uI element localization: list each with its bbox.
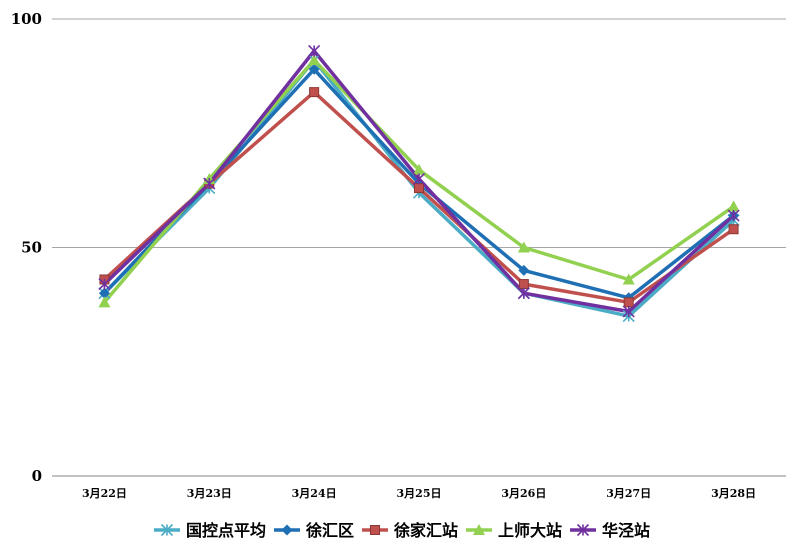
legend-marker	[576, 523, 590, 537]
legend-item-4: 华泾站	[570, 521, 650, 540]
y-tick-label: 100	[11, 10, 42, 28]
legend-item-0: 国控点平均	[154, 521, 266, 540]
x-tick-label: 3月28日	[711, 487, 756, 500]
legend-item-2: 徐家汇站	[362, 521, 458, 540]
data-point-4-6	[727, 209, 740, 222]
data-point-2-6	[728, 224, 739, 235]
x-tick-label: 3月25日	[397, 487, 442, 500]
legend-label: 华泾站	[602, 521, 650, 540]
legend-marker	[160, 523, 174, 537]
x-tick-label: 3月23日	[187, 487, 232, 500]
legend-item-1: 徐汇区	[274, 521, 354, 540]
y-tick-label: 50	[21, 239, 42, 257]
data-point-2-5	[623, 297, 634, 308]
data-point-4-3	[412, 172, 426, 186]
data-point-1-4	[518, 264, 530, 276]
x-tick-label: 3月26日	[501, 487, 546, 500]
data-point-3-6	[727, 200, 740, 212]
y-axis-tick-labels: 0 50 100	[11, 10, 42, 485]
data-point-2-4	[518, 279, 529, 290]
legend-label: 上师大站	[498, 521, 562, 540]
legend-item-3: 上师大站	[466, 521, 562, 540]
legend-label: 国控点平均	[186, 521, 266, 540]
data-point-2-2	[309, 87, 320, 98]
data-point-4-0	[98, 277, 111, 291]
data-point-3-3	[413, 163, 425, 175]
data-point-3-4	[517, 241, 530, 253]
data-point-1-0	[98, 287, 110, 299]
gridlines	[52, 18, 786, 477]
data-point-3-0	[98, 296, 111, 308]
x-tick-label: 3月24日	[292, 487, 337, 500]
x-tick-label: 3月22日	[82, 487, 127, 500]
y-tick-label: 0	[32, 467, 42, 485]
x-tick-label: 3月27日	[606, 487, 651, 500]
data-point-4-1	[203, 177, 216, 190]
series-markers	[98, 44, 740, 323]
data-point-1-2	[308, 63, 320, 75]
x-axis-tick-labels: 3月22日 3月23日 3月24日 3月25日 3月26日 3月27日 3月28日	[82, 487, 756, 500]
legend-marker	[281, 524, 293, 536]
data-point-3-2	[308, 54, 321, 66]
data-point-4-4	[517, 287, 530, 300]
data-point-4-2	[308, 44, 321, 58]
data-point-3-5	[622, 273, 635, 285]
data-point-4-5	[622, 305, 635, 318]
legend-marker	[370, 525, 380, 535]
legend-label: 徐家汇站	[393, 521, 458, 540]
data-point-2-3	[414, 183, 424, 194]
legend: 国控点平均 徐汇区 徐家汇站 上师大站 华泾站	[154, 521, 650, 540]
legend-marker	[473, 524, 485, 535]
legend-label: 徐汇区	[305, 521, 354, 540]
